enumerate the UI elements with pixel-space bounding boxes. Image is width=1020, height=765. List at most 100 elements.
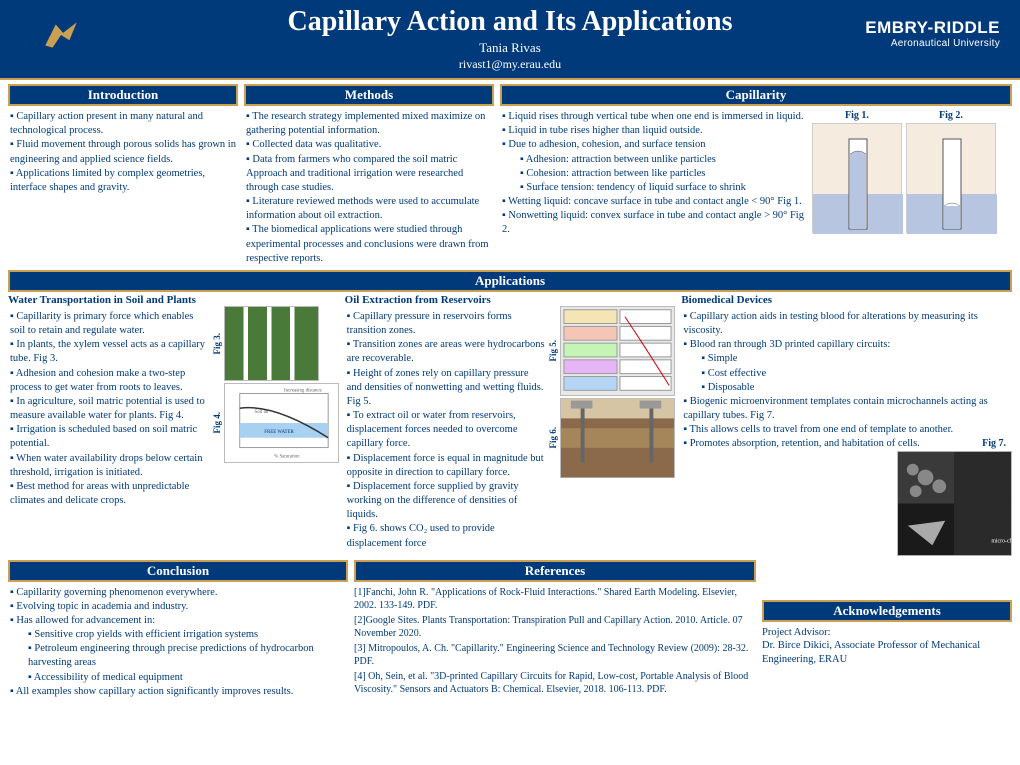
ref-item: [2]Google Sites. Plants Transportation: …	[354, 614, 756, 640]
ref-item: [4] Oh, Sein, et al. "3D-printed Capilla…	[354, 670, 756, 696]
fig1-diagram	[812, 123, 902, 233]
top-row: Introduction Capillary action present in…	[8, 84, 1012, 266]
cap-subitem: Cohesion: attraction between like partic…	[520, 167, 806, 181]
conclusion-list: Capillarity governing phenomenon everywh…	[8, 586, 348, 699]
oil-heading: Oil Extraction from Reservoirs	[345, 294, 676, 306]
methods-item: The research strategy implemented mixed …	[246, 110, 494, 138]
poster-content: Introduction Capillary action present in…	[0, 80, 1020, 703]
uni-name-line2: Aeronautical University	[865, 38, 1000, 49]
water-text: Capillarity is primary force which enabl…	[8, 306, 209, 508]
ack-advisor-name: Dr. Birce Dikici, Associate Professor of…	[762, 639, 1012, 666]
capillarity-section: Capillarity Liquid rises through vertica…	[500, 84, 1012, 266]
ack-body: Project Advisor: Dr. Birce Dikici, Assoc…	[762, 626, 1012, 667]
intro-item: Applications limited by complex geometri…	[10, 167, 238, 195]
uni-name-line1: EMBRY-RIDDLE	[865, 18, 1000, 38]
oil-item: Displacement force is equal in magnitude…	[347, 452, 546, 480]
conclusion-section: Conclusion Capillarity governing phenome…	[8, 560, 348, 699]
intro-section: Introduction Capillary action present in…	[8, 84, 238, 266]
water-list: Capillarity is primary force which enabl…	[8, 310, 209, 508]
fig2-diagram	[906, 123, 996, 233]
capillarity-title: Capillarity	[500, 84, 1012, 106]
conclusion-subitem: Sensitive crop yields with efficient irr…	[28, 628, 348, 642]
bio-sublist: Simple Cost effective Disposable	[683, 352, 1012, 395]
bio-item: Blood ran through 3D printed capillary c…	[683, 338, 1012, 352]
methods-item: Collected data was qualitative.	[246, 138, 494, 152]
intro-title: Introduction	[8, 84, 238, 106]
bio-subitem: Disposable	[701, 381, 1012, 395]
conclusion-item: Has allowed for advancement in:	[10, 614, 348, 628]
oil-figures: Fig 5.	[548, 306, 675, 551]
bio-list: Capillary action aids in testing blood f…	[681, 310, 1012, 452]
cap-item: Liquid rises through vertical tube when …	[502, 110, 806, 124]
conclusion-subitem: Petroleum engineering through precise pr…	[28, 642, 348, 670]
ref-item: [1]Fanchi, John R. "Applications of Rock…	[354, 586, 756, 612]
fig3-xylem-diagram	[224, 306, 319, 381]
fig4-soil-chart: Increasing distance Soil air FREE WATER …	[224, 383, 339, 463]
water-item: Best method for areas with unpredictable…	[10, 480, 209, 508]
ack-title: Acknowledgements	[762, 600, 1012, 622]
fig1-wrapper: Fig 1.	[812, 110, 902, 233]
cap-item: Wetting liquid: concave surface in tube …	[502, 195, 806, 209]
fig5-label: Fig 5.	[548, 340, 558, 362]
oil-item: Transition zones are areas were hydrocar…	[347, 338, 546, 366]
fig6-wrapper: Fig 6.	[548, 398, 675, 478]
conclusion-sublist: Sensitive crop yields with efficient irr…	[10, 628, 348, 685]
oil-content: Capillary pressure in reservoirs forms t…	[345, 306, 676, 551]
oil-item: Fig 6. shows CO₂ used to provide displac…	[347, 522, 546, 550]
bio-content: Capillary action aids in testing blood f…	[681, 306, 1012, 449]
svg-text:Increasing distance: Increasing distance	[284, 388, 322, 393]
fig6-label: Fig 6.	[548, 427, 558, 449]
water-figures: Fig 3. Fig 4. Increasing distance Soil a…	[212, 306, 339, 508]
svg-text:% Saturation: % Saturation	[274, 454, 300, 459]
oil-item: Capillary pressure in reservoirs forms t…	[347, 310, 546, 338]
fig7-sem-image: micro-channel	[897, 451, 1012, 556]
fig4-wrapper: Fig 4. Increasing distance Soil air FREE…	[212, 383, 339, 463]
fig1-label: Fig 1.	[812, 110, 902, 121]
references-section: References [1]Fanchi, John R. "Applicati…	[354, 560, 756, 699]
applications-title: Applications	[8, 270, 1012, 292]
water-item: Irrigation is scheduled based on soil ma…	[10, 423, 209, 451]
methods-item: Literature reviewed methods were used to…	[246, 195, 494, 223]
methods-item: The biomedical applications were studied…	[246, 223, 494, 266]
biomedical-column: Biomedical Devices Capillary action aids…	[681, 292, 1012, 556]
fig6-co2-diagram	[560, 398, 675, 478]
ref-item: [3] Mitropoulos, A. Ch. "Capillarity." E…	[354, 642, 756, 668]
bio-item: Biogenic microenvironment templates cont…	[683, 395, 1012, 423]
bio-text: Capillary action aids in testing blood f…	[681, 306, 1012, 449]
water-item: Capillarity is primary force which enabl…	[10, 310, 209, 338]
methods-item: Data from farmers who compared the soil …	[246, 153, 494, 196]
fig5-wrapper: Fig 5.	[548, 306, 675, 396]
bottom-row: Conclusion Capillarity governing phenome…	[8, 560, 1012, 699]
water-item: In plants, the xylem vessel acts as a ca…	[10, 338, 209, 366]
ack-advisor-label: Project Advisor:	[762, 626, 1012, 640]
oil-text: Capillary pressure in reservoirs forms t…	[345, 306, 546, 551]
oil-item: To extract oil or water from reservoirs,…	[347, 409, 546, 452]
capillarity-figures: Fig 1. Fig 2.	[812, 106, 1012, 238]
cap-subitem: Adhesion: attraction between unlike part…	[520, 153, 806, 167]
bio-item: This allows cells to travel from one end…	[683, 423, 1012, 437]
water-item: Adhesion and cohesion make a two-step pr…	[10, 367, 209, 395]
fig2-label: Fig 2.	[906, 110, 996, 121]
oil-item: Displacement force supplied by gravity w…	[347, 480, 546, 523]
university-logo: EMBRY-RIDDLE Aeronautical University	[865, 18, 1000, 49]
poster-header: Capillary Action and Its Applications Ta…	[0, 0, 1020, 80]
fig3-label: Fig 3.	[212, 333, 222, 355]
bio-subitem: Simple	[701, 352, 1012, 366]
svg-text:FREE WATER: FREE WATER	[264, 430, 294, 435]
oil-item: Height of zones rely on capillary pressu…	[347, 367, 546, 410]
fig3-wrapper: Fig 3.	[212, 306, 339, 381]
capillarity-list: Liquid rises through vertical tube when …	[500, 110, 806, 238]
intro-item: Capillary action present in many natural…	[10, 110, 238, 138]
conclusion-item: Capillarity governing phenomenon everywh…	[10, 586, 348, 600]
cap-item: Due to adhesion, cohesion, and surface t…	[502, 138, 806, 152]
intro-list: Capillary action present in many natural…	[8, 110, 238, 195]
intro-item: Fluid movement through porous solids has…	[10, 138, 238, 166]
cap-sublist: Adhesion: attraction between unlike part…	[502, 153, 806, 196]
bio-item: Capillary action aids in testing blood f…	[683, 310, 1012, 338]
author-email: rivast1@my.erau.edu	[0, 57, 1020, 72]
capillarity-text: Liquid rises through vertical tube when …	[500, 106, 806, 238]
cap-item: Nonwetting liquid: convex surface in tub…	[502, 209, 806, 237]
bio-subitem: Cost effective	[701, 367, 1012, 381]
water-column: Water Transportation in Soil and Plants …	[8, 292, 339, 556]
eagle-logo-icon	[40, 14, 82, 56]
